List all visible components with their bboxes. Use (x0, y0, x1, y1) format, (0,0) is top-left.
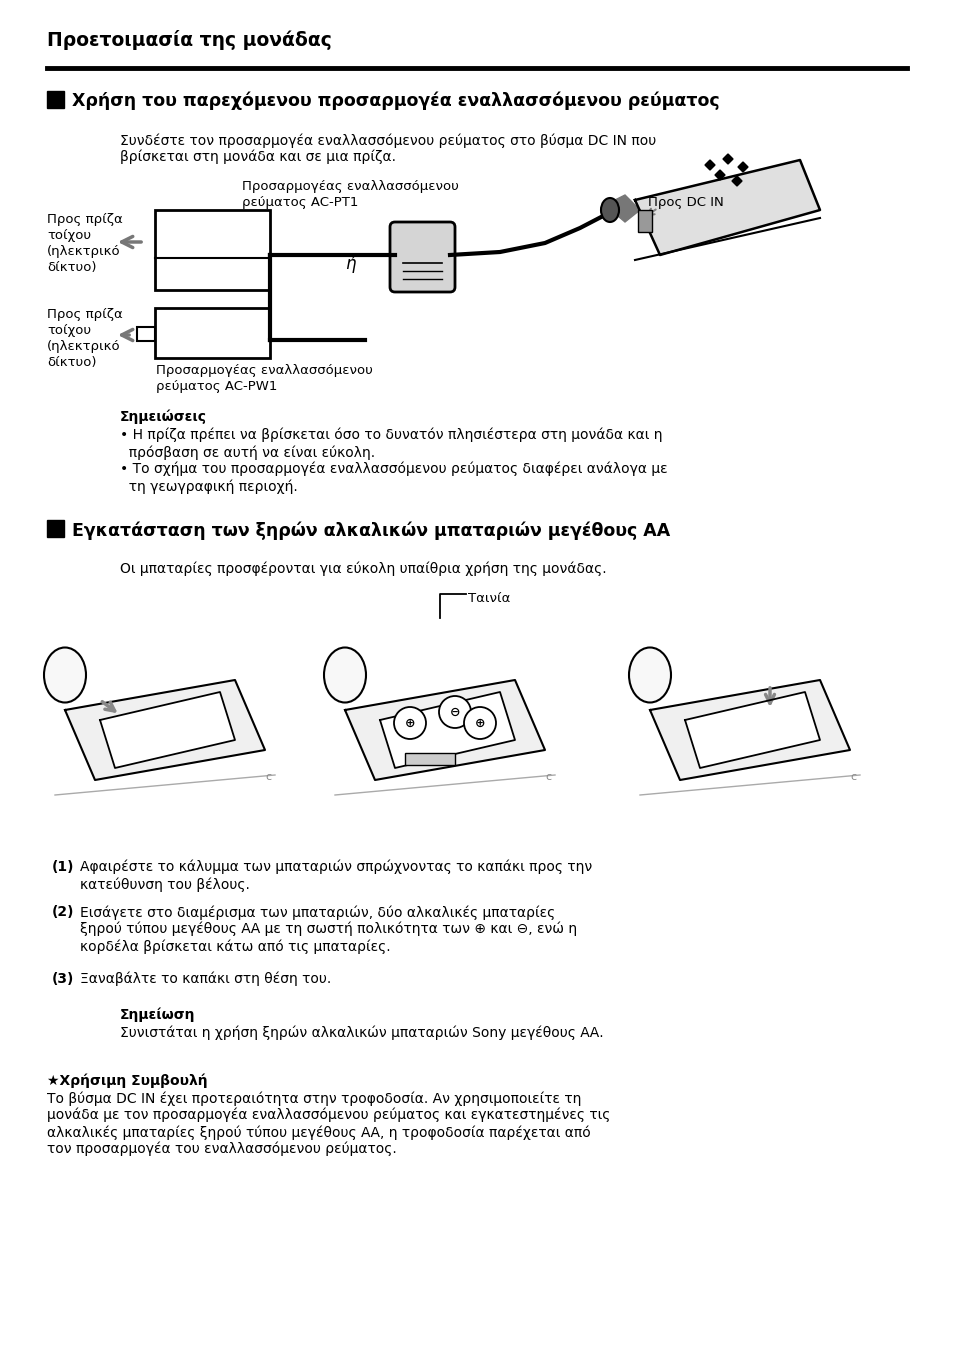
Text: βρίσκεται στη μονάδα και σε μια πρίζα.: βρίσκεται στη μονάδα και σε μια πρίζα. (120, 150, 395, 165)
Text: Προς πρίζα: Προς πρίζα (47, 308, 123, 320)
Polygon shape (635, 160, 820, 256)
Polygon shape (684, 692, 820, 768)
Bar (405, 753, 455, 765)
Text: c: c (544, 772, 551, 781)
Text: Ξαναβάλτε το καπάκι στη θέση του.: Ξαναβάλτε το καπάκι στη θέση του. (80, 972, 331, 987)
Text: Προσαρμογέας εναλλασσόμενου: Προσαρμογέας εναλλασσόμενου (242, 180, 458, 193)
Polygon shape (100, 692, 234, 768)
Bar (137, 327, 154, 341)
Polygon shape (649, 680, 849, 780)
Text: μονάδα με τον προσαρμογέα εναλλασσόμενου ρεύματος και εγκατεστημένες τις: μονάδα με τον προσαρμογέα εναλλασσόμενου… (47, 1109, 610, 1122)
Bar (154, 210, 270, 289)
Text: ή: ή (345, 256, 355, 273)
Ellipse shape (44, 648, 86, 703)
Text: Συνιστάται η χρήση ξηρών αλκαλικών μπαταριών Sony μεγέθους ΑΑ.: Συνιστάται η χρήση ξηρών αλκαλικών μπατα… (120, 1026, 603, 1041)
Polygon shape (714, 170, 724, 180)
Text: δίκτυο): δίκτυο) (47, 356, 96, 369)
Text: • Το σχήμα του προσαρμογέα εναλλασσόμενου ρεύματος διαφέρει ανάλογα με: • Το σχήμα του προσαρμογέα εναλλασσόμενο… (120, 462, 667, 476)
Text: Συνδέστε τον προσαρμογέα εναλλασσόμενου ρεύματος στο βύσμα DC IN που: Συνδέστε τον προσαρμογέα εναλλασσόμενου … (120, 132, 656, 147)
Text: ★Χρήσιμη Συμβουλή: ★Χρήσιμη Συμβουλή (47, 1073, 208, 1087)
Text: Σημείωση: Σημείωση (120, 1009, 195, 1022)
Text: αλκαλικές μπαταρίες ξηρού τύπου μεγέθους ΑΑ, η τροφοδοσία παρέχεται από: αλκαλικές μπαταρίες ξηρού τύπου μεγέθους… (47, 1125, 590, 1140)
Text: Χρήση του παρεχόμενου προσαρμογέα εναλλασσόμενου ρεύματος: Χρήση του παρεχόμενου προσαρμογέα εναλλα… (71, 92, 719, 111)
Text: ξηρού τύπου μεγέθους ΑΑ με τη σωστή πολικότητα των ⊕ και ⊖, ενώ η: ξηρού τύπου μεγέθους ΑΑ με τη σωστή πολι… (80, 922, 577, 937)
Circle shape (394, 707, 426, 740)
Text: c: c (265, 772, 271, 781)
Text: τοίχου: τοίχου (47, 228, 91, 242)
Text: ⊕: ⊕ (404, 717, 415, 730)
Text: Προς πρίζα: Προς πρίζα (47, 214, 123, 226)
Text: (ηλεκτρικό: (ηλεκτρικό (47, 245, 120, 258)
Text: • Η πρίζα πρέπει να βρίσκεται όσο το δυνατόν πλησιέστερα στη μονάδα και η: • Η πρίζα πρέπει να βρίσκεται όσο το δυν… (120, 429, 661, 442)
Text: Σημειώσεις: Σημειώσεις (120, 410, 207, 425)
Circle shape (463, 707, 496, 740)
Circle shape (438, 696, 471, 727)
Polygon shape (704, 160, 714, 170)
Text: (2): (2) (52, 904, 74, 919)
Ellipse shape (324, 648, 366, 703)
Text: τον προσαρμογέα του εναλλασσόμενου ρεύματος.: τον προσαρμογέα του εναλλασσόμενου ρεύμα… (47, 1142, 396, 1156)
Polygon shape (738, 162, 747, 172)
Text: Εισάγετε στο διαμέρισμα των μπαταριών, δύο αλκαλικές μπαταρίες: Εισάγετε στο διαμέρισμα των μπαταριών, δ… (80, 904, 555, 919)
Ellipse shape (600, 197, 618, 222)
Bar (638, 210, 651, 233)
Polygon shape (731, 176, 741, 187)
Polygon shape (722, 154, 732, 164)
FancyBboxPatch shape (390, 222, 455, 292)
Text: δίκτυο): δίκτυο) (47, 261, 96, 274)
Text: τη γεωγραφική περιοχή.: τη γεωγραφική περιοχή. (120, 479, 297, 493)
Text: c: c (849, 772, 855, 781)
Text: Εγκατάσταση των ξηρών αλκαλικών μπαταριών μεγέθους ΑΑ: Εγκατάσταση των ξηρών αλκαλικών μπαταριώ… (71, 521, 670, 539)
Text: κατεύθυνση του βέλους.: κατεύθυνση του βέλους. (80, 877, 250, 891)
Bar (47, 91, 64, 108)
Text: κορδέλα βρίσκεται κάτω από τις μπαταρίες.: κορδέλα βρίσκεται κάτω από τις μπαταρίες… (80, 940, 390, 953)
Text: Προετοιμασία της μονάδας: Προετοιμασία της μονάδας (47, 30, 332, 50)
Text: τοίχου: τοίχου (47, 324, 91, 337)
Text: πρόσβαση σε αυτή να είναι εύκολη.: πρόσβαση σε αυτή να είναι εύκολη. (120, 445, 375, 460)
Text: Αφαιρέστε το κάλυμμα των μπαταριών σπρώχνοντας το καπάκι προς την: Αφαιρέστε το κάλυμμα των μπαταριών σπρώχ… (80, 860, 592, 875)
Text: (3): (3) (52, 972, 74, 986)
Bar (47, 521, 64, 537)
Text: (1): (1) (52, 860, 74, 873)
Polygon shape (345, 680, 544, 780)
Text: Προς DC IN: Προς DC IN (647, 196, 723, 210)
Text: ⊕: ⊕ (475, 717, 485, 730)
Text: Οι μπαταρίες προσφέρονται για εύκολη υπαίθρια χρήση της μονάδας.: Οι μπαταρίες προσφέρονται για εύκολη υπα… (120, 561, 606, 576)
Polygon shape (604, 195, 639, 222)
Bar (154, 308, 270, 358)
Polygon shape (65, 680, 265, 780)
Text: (ηλεκτρικό: (ηλεκτρικό (47, 339, 120, 353)
Ellipse shape (628, 648, 670, 703)
Text: ⊖: ⊖ (449, 706, 459, 718)
Text: Ταινία: Ταινία (468, 592, 510, 604)
Text: Προσαρμογέας εναλλασσόμενου: Προσαρμογέας εναλλασσόμενου (156, 364, 373, 377)
Polygon shape (379, 692, 515, 768)
Text: Το βύσμα DC IN έχει προτεραιότητα στην τροφοδοσία. Αν χρησιμοποιείτε τη: Το βύσμα DC IN έχει προτεραιότητα στην τ… (47, 1091, 580, 1106)
Text: ρεύματος AC-PT1: ρεύματος AC-PT1 (242, 196, 358, 210)
Text: ρεύματος AC-PW1: ρεύματος AC-PW1 (156, 380, 277, 393)
